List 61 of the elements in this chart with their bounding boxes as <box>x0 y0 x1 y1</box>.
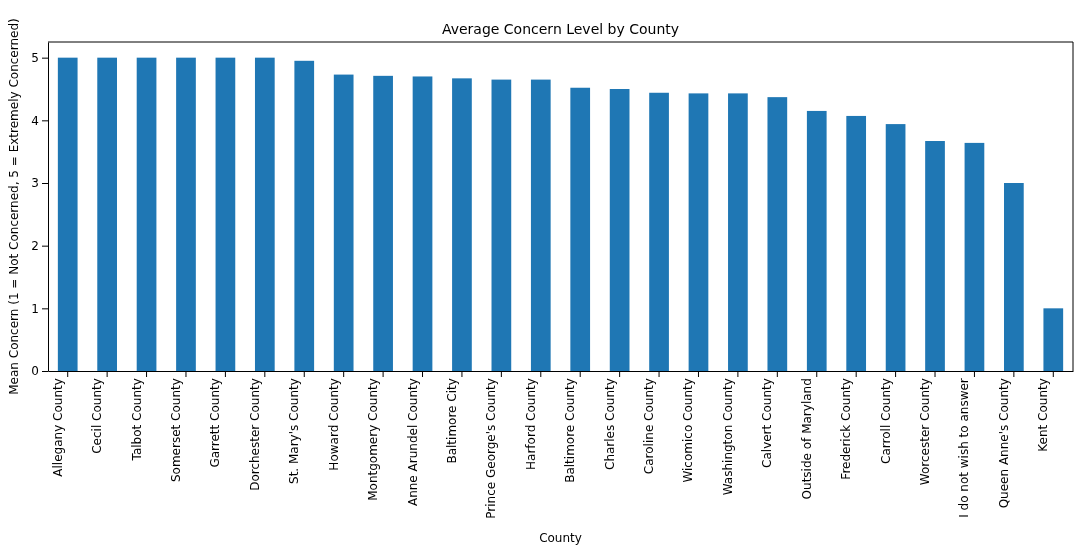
x-tick-label: Allegany County <box>50 378 65 477</box>
bar <box>333 74 354 371</box>
y-tick-label: 0 <box>31 364 39 379</box>
x-tick-label: Somerset County <box>168 378 183 483</box>
bar <box>176 57 196 371</box>
bar <box>215 57 236 371</box>
x-tick-label: Talbot County <box>129 378 144 462</box>
y-tick-label: 2 <box>31 239 39 254</box>
x-tick-label: Kent County <box>1036 378 1051 452</box>
y-axis-title: Mean Concern (1 = Not Concerned, 5 = Extremely Concerned) <box>7 18 21 395</box>
bar <box>806 110 827 371</box>
y-tick-label: 1 <box>31 301 39 316</box>
bar <box>294 60 315 371</box>
bar <box>97 57 117 371</box>
x-tick-label: I do not wish to answer <box>957 378 972 518</box>
x-tick-label: Wicomico County <box>681 378 696 483</box>
chart-title: Average Concern Level by County <box>441 21 680 37</box>
x-axis-title: County <box>539 531 582 545</box>
x-tick-label: Harford County <box>523 378 538 470</box>
bar <box>1043 308 1064 371</box>
bar <box>57 57 78 371</box>
x-tick-label: Calvert County <box>760 378 775 468</box>
bar <box>570 87 591 371</box>
bar <box>1004 183 1024 371</box>
bar <box>846 115 867 371</box>
x-tick-label: Charles County <box>602 378 617 470</box>
bar <box>530 79 551 371</box>
x-tick-label: Dorchester County <box>247 378 262 491</box>
x-tick-label: Anne Arundel County <box>405 378 420 507</box>
x-tick-label: Worcester County <box>918 378 933 486</box>
x-tick-label: St. Mary's County <box>287 378 302 484</box>
bar <box>767 97 788 371</box>
bar <box>412 76 433 371</box>
x-tick-label: Howard County <box>326 378 341 471</box>
bar <box>136 57 157 371</box>
x-tick-label: Baltimore County <box>563 378 578 483</box>
x-tick-label: Baltimore City <box>444 378 459 464</box>
bar <box>688 93 709 371</box>
y-tick-label: 4 <box>31 113 39 128</box>
x-tick-label: Garrett County <box>208 378 223 468</box>
x-tick-label: Cecil County <box>90 378 105 454</box>
y-tick-label: 3 <box>31 176 39 191</box>
bar <box>373 75 393 371</box>
x-tick-label: Prince George's County <box>484 378 499 519</box>
x-tick-label: Queen Anne's County <box>996 378 1011 509</box>
bar <box>964 142 985 371</box>
bar <box>728 93 748 371</box>
bar <box>452 78 472 371</box>
x-tick-label: Carroll County <box>878 378 893 464</box>
x-tick-label: Washington County <box>720 378 735 496</box>
x-tick-label: Caroline County <box>642 378 657 475</box>
bar <box>491 79 512 371</box>
y-tick-label: 5 <box>31 51 39 66</box>
x-tick-label: Outside of Maryland <box>799 378 814 500</box>
bar <box>254 57 275 371</box>
bar <box>609 89 630 371</box>
x-tick-label: Frederick County <box>839 378 854 480</box>
bar <box>885 124 906 371</box>
bar <box>925 141 945 371</box>
x-tick-label: Montgomery County <box>366 378 381 501</box>
bar <box>649 92 669 371</box>
